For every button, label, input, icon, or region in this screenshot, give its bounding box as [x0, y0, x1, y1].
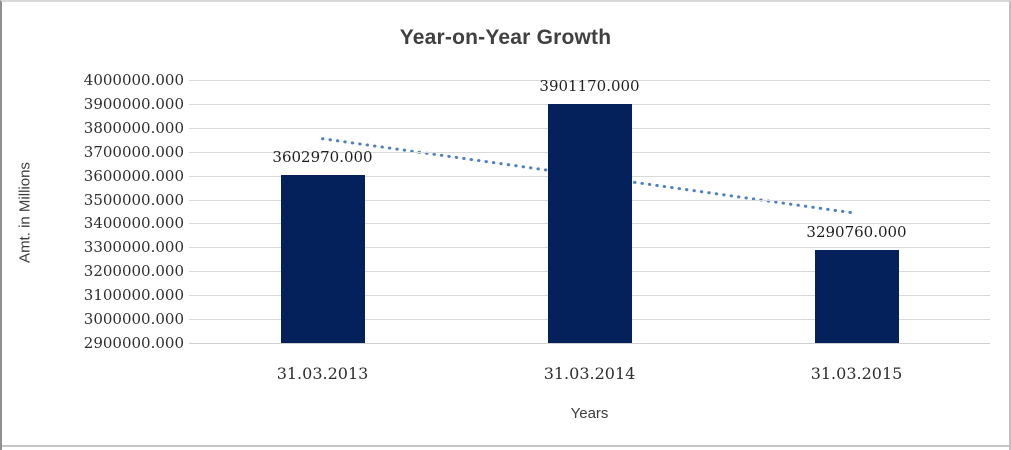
y-axis-tick-labels: 4000000.000 3900000.000 3800000.000 3700000… — [2, 71, 184, 352]
y-tick-label: 3200000.000 — [83, 262, 184, 281]
bar-data-label: 3290760.000 — [806, 222, 907, 241]
y-tick-label: 3900000.000 — [83, 94, 184, 113]
bar-data-label: 3901170.000 — [539, 76, 640, 95]
y-tick-label: 3100000.000 — [83, 286, 184, 305]
gridline — [189, 343, 990, 344]
y-tick-label: 3000000.000 — [83, 310, 184, 329]
bar-data-label: 3602970.000 — [272, 147, 373, 166]
y-tick-label: 3600000.000 — [83, 166, 184, 185]
x-category-label: 31.03.2015 — [810, 364, 903, 383]
y-tick-label: 2900000.000 — [83, 334, 184, 352]
y-tick-label: 3300000.000 — [83, 238, 184, 257]
y-tick-label: 3700000.000 — [83, 142, 184, 161]
x-category-label: 31.03.2014 — [543, 364, 636, 383]
bottom-border-rule — [2, 445, 1009, 447]
bar-31.03.2015 — [814, 249, 899, 343]
y-tick-label: 3500000.000 — [83, 190, 184, 209]
bar-31.03.2013 — [280, 174, 365, 343]
x-axis-title: Years — [570, 405, 609, 422]
y-tick-label: 3400000.000 — [83, 214, 184, 233]
y-tick-label: 4000000.000 — [83, 71, 184, 89]
chart-title: Year-on-Year Growth — [399, 26, 612, 49]
x-axis-category-labels: 31.03.2013 31.03.2014 31.03.2015 — [189, 364, 990, 386]
x-category-label: 31.03.2013 — [276, 364, 369, 383]
plot-area: 3602970.000 3901170.000 3290760.000 — [189, 76, 990, 344]
bar-31.03.2014 — [547, 103, 632, 343]
gridline — [189, 80, 990, 81]
y-tick-label: 3800000.000 — [83, 118, 184, 137]
